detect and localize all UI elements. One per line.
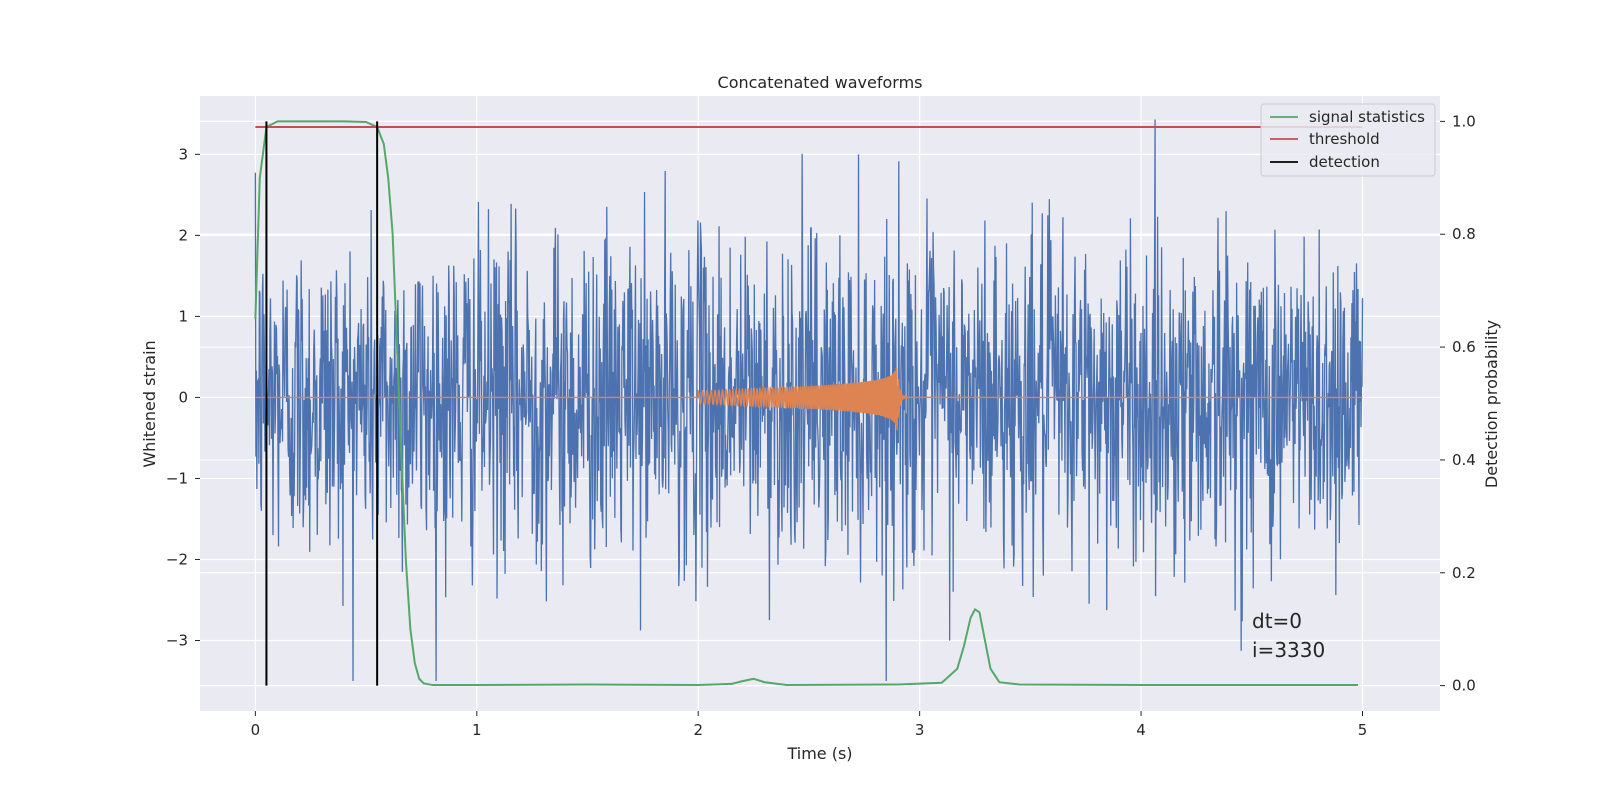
legend: signal statistics threshold detection: [1260, 103, 1436, 177]
y-axis-right-ticks: 0.0 0.2 0.4 0.6 0.8 1.0: [1440, 112, 1476, 695]
noise-strain-layer: [254, 119, 1364, 682]
x-tick-label: 2: [693, 721, 703, 739]
y-tick-label-right: 0.8: [1452, 225, 1476, 243]
noise-strain-line: [254, 119, 1364, 682]
injected-waveform-layer: [255, 367, 1363, 431]
y-axis-left-ticks: −3 −2 −1 0 1 2 3: [166, 145, 200, 650]
x-tick-label: 3: [915, 721, 925, 739]
x-axis-ticks: 0 1 2 3 4 5: [251, 711, 1368, 739]
signal-statistics-layer: [254, 120, 1363, 687]
y-tick-label-left: −3: [166, 632, 188, 650]
y-tick-label-left: 2: [178, 226, 188, 244]
chart-title: Concatenated waveforms: [718, 73, 923, 92]
legend-box: [1260, 103, 1436, 177]
y-tick-label-left: −1: [166, 469, 188, 487]
y-tick-label-left: 1: [178, 307, 188, 325]
y-tick-label-right: 1.0: [1452, 112, 1476, 130]
y-axis-left-label: Whitened strain: [140, 340, 159, 467]
x-axis-label: Time (s): [786, 744, 852, 763]
annotation-index: i=3330: [1252, 638, 1325, 662]
detection-layer: [265, 121, 379, 686]
y-tick-label-right: 0.0: [1452, 677, 1476, 695]
signal-statistics-line: [254, 120, 1359, 687]
y-tick-label-left: −2: [166, 550, 188, 568]
x-tick-label: 1: [472, 721, 482, 739]
annotation-dt: dt=0: [1252, 609, 1302, 633]
legend-label-signal-statistics: signal statistics: [1309, 108, 1425, 126]
y-tick-label-left: 3: [178, 145, 188, 163]
y-tick-label-right: 0.2: [1452, 564, 1476, 582]
y-axis-right-label: Detection probability: [1482, 320, 1501, 488]
injected-waveform-line: [255, 367, 1363, 431]
y-tick-label-left: 0: [178, 388, 188, 406]
x-tick-label: 5: [1358, 721, 1368, 739]
x-tick-label: 0: [251, 721, 261, 739]
legend-label-detection: detection: [1309, 153, 1380, 171]
x-tick-label: 4: [1136, 721, 1146, 739]
legend-label-threshold: threshold: [1309, 130, 1380, 148]
y-tick-label-right: 0.6: [1452, 338, 1476, 356]
y-tick-label-right: 0.4: [1452, 451, 1476, 469]
